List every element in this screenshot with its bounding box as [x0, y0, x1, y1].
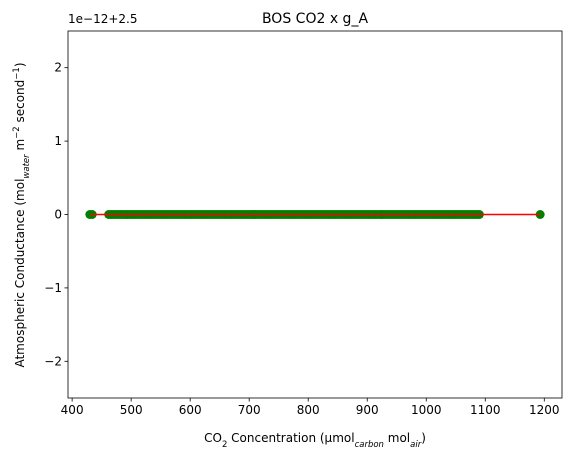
- y-axis-label: Atmospheric Conductance (molwater m−2 se…: [12, 62, 32, 367]
- x-axis-ticks: 400 500 600 700 800 900 1000 1100 1200: [61, 398, 560, 417]
- x-tick-label: 800: [297, 403, 320, 417]
- y-axis-offset-label: 1e−12+2.5: [68, 12, 137, 26]
- y-tick-label: −1: [44, 281, 62, 295]
- x-tick-label: 900: [356, 403, 379, 417]
- y-tick-label: 2: [54, 61, 62, 75]
- chart-title: BOS CO2 x g_A: [262, 11, 368, 27]
- y-tick-label: 0: [54, 208, 62, 222]
- x-tick-label: 600: [179, 403, 202, 417]
- x-axis-label: CO2 Concentration (µmolcarbon molair): [204, 431, 426, 450]
- y-tick-label: 1: [54, 134, 62, 148]
- x-tick-label: 700: [238, 403, 261, 417]
- x-tick-label: 400: [61, 403, 84, 417]
- x-tick-label: 500: [120, 403, 143, 417]
- plot-area: [67, 30, 563, 399]
- x-tick-label: 1100: [470, 403, 501, 417]
- x-tick-label: 1200: [529, 403, 560, 417]
- y-tick-label: −2: [44, 354, 62, 368]
- x-tick-label: 1000: [411, 403, 442, 417]
- y-axis-ticks: −2 −1 0 1 2: [44, 61, 68, 368]
